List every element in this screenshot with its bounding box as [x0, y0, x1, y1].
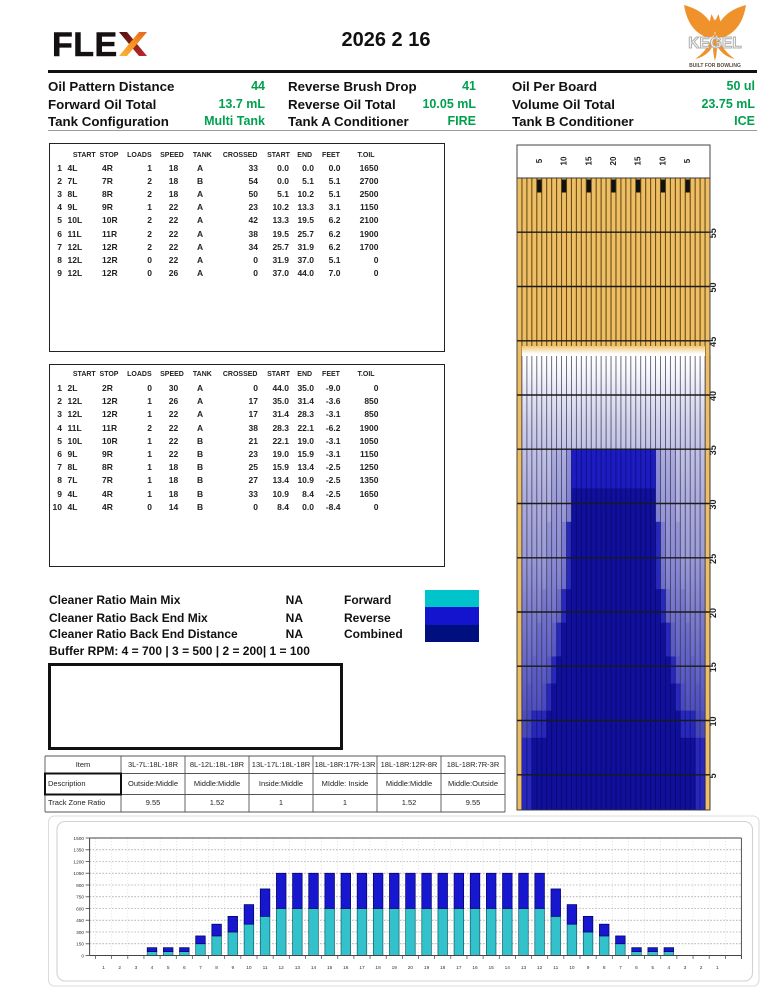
svg-text:50: 50: [708, 282, 718, 292]
svg-text:150: 150: [76, 942, 84, 948]
svg-text:15: 15: [584, 156, 593, 165]
svg-text:9: 9: [587, 965, 590, 971]
svg-text:16: 16: [343, 965, 349, 971]
svg-text:6: 6: [183, 965, 186, 971]
svg-text:2: 2: [700, 965, 703, 971]
svg-text:1: 1: [716, 965, 719, 971]
svg-text:14: 14: [505, 965, 511, 971]
svg-text:0: 0: [81, 953, 84, 959]
svg-text:10: 10: [659, 156, 668, 165]
svg-text:5: 5: [535, 158, 544, 163]
svg-text:17: 17: [359, 965, 365, 971]
svg-text:4: 4: [667, 965, 670, 971]
svg-text:25: 25: [708, 554, 718, 564]
svg-text:1050: 1050: [73, 871, 84, 877]
svg-text:10: 10: [246, 965, 252, 971]
svg-text:10: 10: [708, 716, 718, 726]
svg-text:11: 11: [263, 965, 268, 971]
svg-text:8: 8: [603, 965, 606, 971]
svg-text:3: 3: [684, 965, 687, 971]
svg-text:14: 14: [311, 965, 317, 971]
svg-text:40: 40: [708, 391, 718, 401]
svg-text:2: 2: [118, 965, 121, 971]
svg-text:18: 18: [440, 965, 446, 971]
svg-text:1350: 1350: [73, 848, 84, 854]
svg-text:5: 5: [708, 773, 718, 778]
svg-text:7: 7: [199, 965, 202, 971]
svg-text:450: 450: [76, 918, 84, 924]
svg-text:18: 18: [375, 965, 381, 971]
svg-text:5: 5: [167, 965, 170, 971]
svg-text:20: 20: [708, 608, 718, 618]
svg-text:15: 15: [708, 662, 718, 672]
svg-text:900: 900: [76, 883, 84, 889]
svg-text:3: 3: [135, 965, 138, 971]
svg-text:7: 7: [619, 965, 622, 971]
svg-text:750: 750: [76, 895, 84, 901]
svg-text:15: 15: [634, 156, 643, 165]
svg-text:KEGEL: KEGEL: [688, 35, 741, 52]
svg-text:1500: 1500: [73, 836, 84, 842]
svg-text:35: 35: [708, 445, 718, 455]
svg-text:5: 5: [651, 965, 654, 971]
svg-text:BUILT FOR BOWLING: BUILT FOR BOWLING: [689, 63, 741, 69]
svg-text:15: 15: [489, 965, 495, 971]
svg-text:10: 10: [560, 156, 569, 165]
svg-text:19: 19: [424, 965, 430, 971]
svg-text:8: 8: [215, 965, 218, 971]
svg-text:300: 300: [76, 930, 84, 936]
svg-text:10: 10: [569, 965, 575, 971]
svg-text:13: 13: [295, 965, 301, 971]
svg-text:13: 13: [521, 965, 527, 971]
svg-text:20: 20: [408, 965, 414, 971]
svg-text:55: 55: [708, 228, 718, 238]
svg-text:9: 9: [231, 965, 234, 971]
svg-text:1: 1: [102, 965, 105, 971]
svg-text:17: 17: [456, 965, 462, 971]
svg-text:4: 4: [151, 965, 154, 971]
svg-text:45: 45: [708, 337, 718, 347]
svg-text:FLE: FLE: [52, 30, 118, 60]
svg-text:19: 19: [392, 965, 398, 971]
svg-text:20: 20: [609, 156, 618, 165]
svg-text:5: 5: [683, 158, 692, 163]
svg-text:16: 16: [472, 965, 478, 971]
svg-text:1200: 1200: [73, 859, 84, 865]
svg-text:6: 6: [635, 965, 638, 971]
svg-text:30: 30: [708, 499, 718, 509]
svg-text:15: 15: [327, 965, 333, 971]
svg-text:600: 600: [76, 906, 84, 912]
svg-text:12: 12: [279, 965, 285, 971]
svg-text:11: 11: [553, 965, 558, 971]
svg-text:12: 12: [537, 965, 543, 971]
